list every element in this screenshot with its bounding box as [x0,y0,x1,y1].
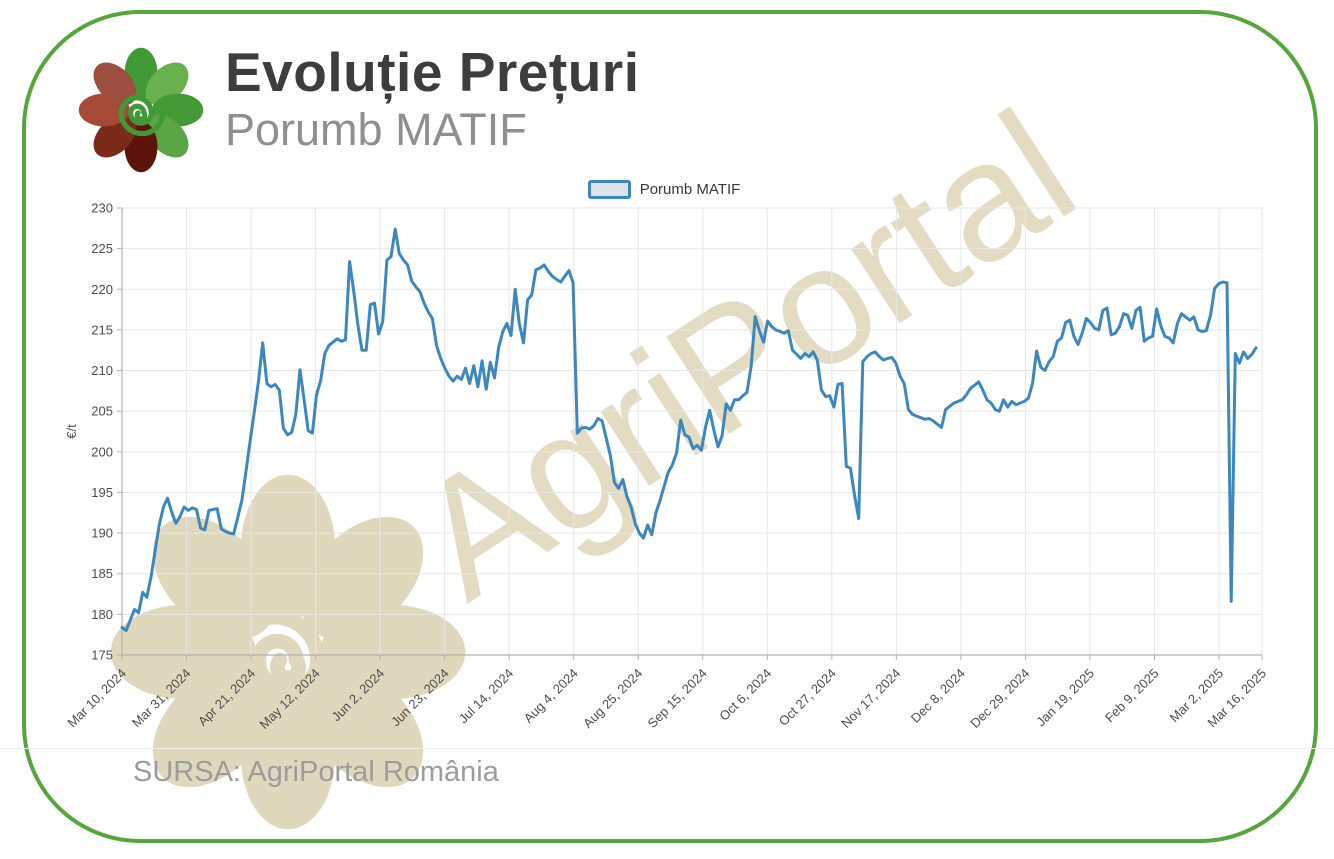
svg-text:215: 215 [91,322,113,337]
svg-text:Jun 23, 2024: Jun 23, 2024 [388,666,452,730]
svg-text:Aug 25, 2024: Aug 25, 2024 [580,666,645,731]
svg-text:May 12, 2024: May 12, 2024 [256,666,322,732]
series-porumb-matif-line [120,227,1258,633]
svg-text:180: 180 [91,607,113,622]
svg-text:Mar 31, 2024: Mar 31, 2024 [129,666,194,731]
legend-item-porumb-matif[interactable]: Porumb MATIF [587,180,741,199]
svg-text:Nov 17, 2024: Nov 17, 2024 [838,666,903,731]
svg-text:200: 200 [91,444,113,459]
header: Evoluție Prețuri Porumb MATIF [75,41,640,176]
page-title: Evoluție Prețuri [225,41,640,103]
svg-text:Jan 19, 2025: Jan 19, 2025 [1033,666,1097,730]
svg-text:Jul 14, 2024: Jul 14, 2024 [456,666,517,727]
svg-text:Sep 15, 2024: Sep 15, 2024 [645,666,710,731]
svg-text:185: 185 [91,566,113,581]
footer: SURSA: AgriPortal România [133,756,499,789]
svg-text:225: 225 [91,241,113,256]
svg-text:205: 205 [91,404,113,419]
svg-text:210: 210 [91,363,113,378]
svg-text:220: 220 [91,282,113,297]
svg-text:175: 175 [91,648,113,663]
svg-text:Oct 27, 2024: Oct 27, 2024 [776,666,839,729]
source-text: SURSA: AgriPortal România [133,756,499,788]
legend-label: Porumb MATIF [639,181,741,198]
chart-legend: Porumb MATIF [122,180,1262,199]
svg-text:Dec 29, 2024: Dec 29, 2024 [967,666,1032,731]
svg-text:Aug 4, 2024: Aug 4, 2024 [521,666,581,726]
svg-text:190: 190 [91,526,113,541]
svg-text:Oct 6, 2024: Oct 6, 2024 [716,666,774,724]
svg-text:Apr 21, 2024: Apr 21, 2024 [195,666,258,729]
svg-text:€/t: €/t [64,424,79,439]
legend-swatch-icon [587,180,631,199]
svg-text:195: 195 [91,485,113,500]
svg-text:230: 230 [91,201,113,216]
page-subtitle: Porumb MATIF [225,103,527,155]
svg-text:Dec 8, 2024: Dec 8, 2024 [908,666,968,726]
svg-text:Mar 10, 2024: Mar 10, 2024 [64,666,129,731]
svg-text:Jun 2, 2024: Jun 2, 2024 [329,666,388,725]
footer-divider [0,748,1334,749]
svg-text:Feb 9, 2025: Feb 9, 2025 [1102,666,1162,726]
